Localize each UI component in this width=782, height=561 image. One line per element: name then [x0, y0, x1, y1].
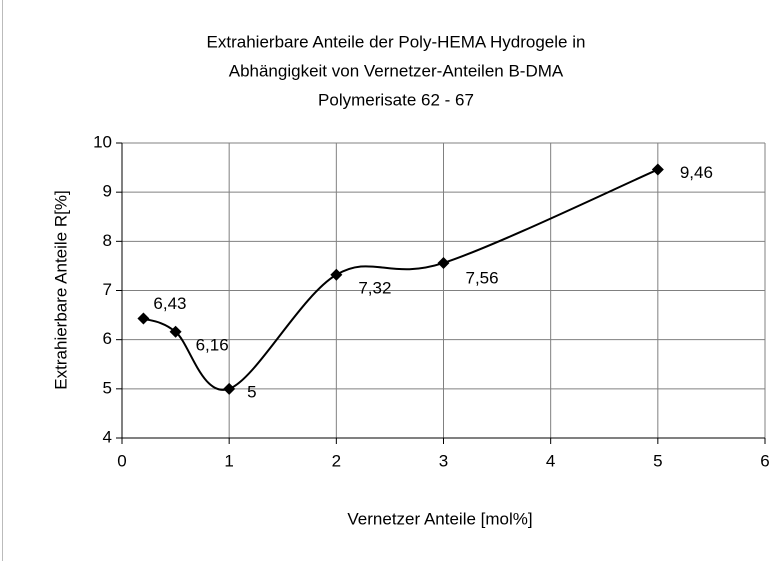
- y-tick-label: 4: [103, 427, 112, 446]
- x-tick-label: 0: [117, 451, 126, 470]
- y-axis-label: Extrahierbare Anteile R[%]: [51, 190, 70, 389]
- y-tick-label: 10: [93, 132, 112, 151]
- x-tick-label: 5: [653, 451, 662, 470]
- data-point: [169, 325, 182, 338]
- y-tick-label: 7: [103, 280, 112, 299]
- data-label: 6,16: [196, 335, 229, 354]
- chart-title: Polymerisate 62 - 67: [318, 90, 474, 109]
- x-tick-label: 3: [439, 451, 448, 470]
- data-point: [437, 256, 450, 269]
- x-tick-label: 4: [546, 451, 555, 470]
- data-point: [223, 382, 236, 395]
- data-label: 5: [247, 382, 256, 401]
- data-point: [330, 268, 343, 281]
- data-line: [143, 168, 659, 391]
- data-label: 7,32: [358, 278, 391, 297]
- x-axis-label: Vernetzer Anteile [mol%]: [347, 509, 532, 528]
- chart-title: Extrahierbare Anteile der Poly-HEMA Hydr…: [207, 32, 586, 51]
- data-point: [651, 163, 664, 176]
- x-tick-label: 1: [224, 451, 233, 470]
- data-label: 6,43: [153, 294, 186, 313]
- data-label: 9,46: [680, 163, 713, 182]
- x-tick-label: 2: [332, 451, 341, 470]
- data-label: 7,56: [466, 268, 499, 287]
- data-point: [137, 312, 150, 325]
- chart-title: Abhängigkeit von Vernetzer-Anteilen B-DM…: [229, 61, 564, 80]
- y-tick-label: 9: [103, 182, 112, 201]
- x-tick-label: 6: [760, 451, 769, 470]
- y-tick-label: 6: [103, 329, 112, 348]
- y-tick-label: 5: [103, 378, 112, 397]
- y-tick-label: 8: [103, 231, 112, 250]
